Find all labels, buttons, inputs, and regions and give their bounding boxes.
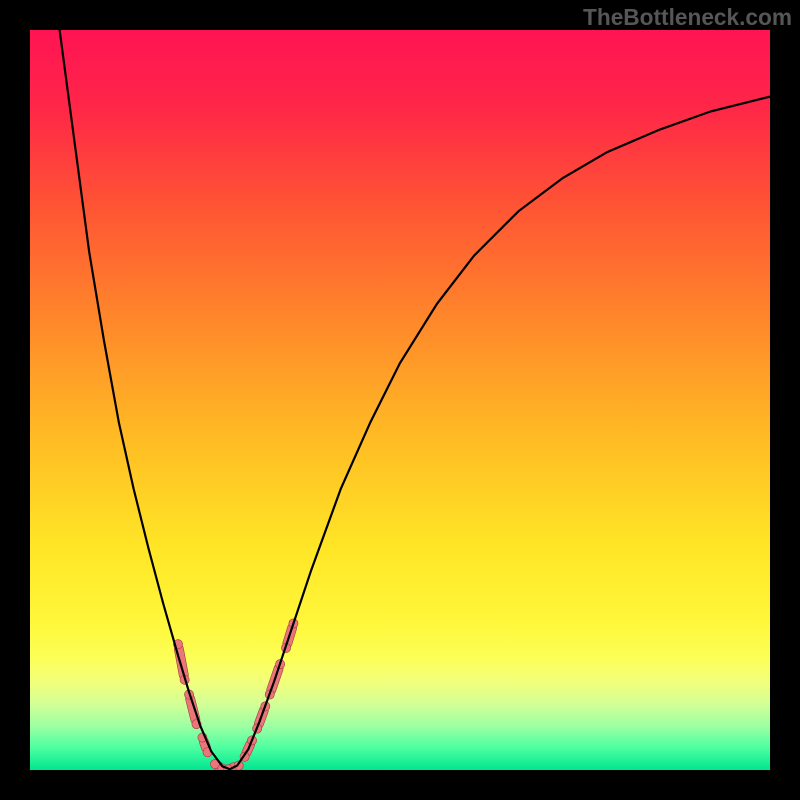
plot-area — [30, 30, 770, 770]
watermark-text: TheBottleneck.com — [583, 4, 792, 31]
outer-frame: TheBottleneck.com — [0, 0, 800, 800]
background-gradient — [30, 30, 770, 770]
